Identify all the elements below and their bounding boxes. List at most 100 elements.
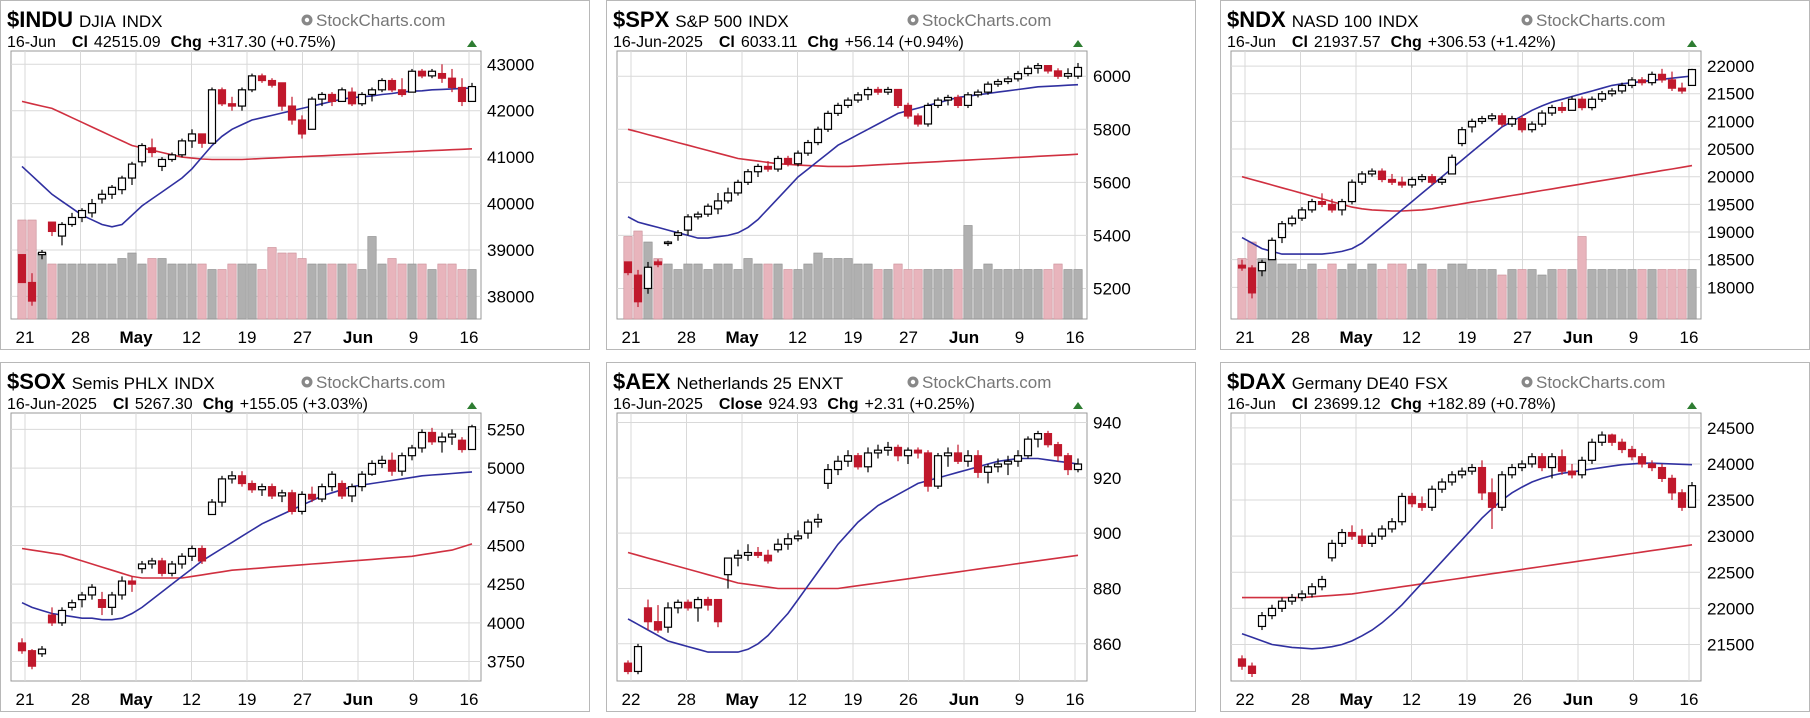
candle[interactable] [87, 198, 97, 218]
candle[interactable] [1307, 583, 1317, 598]
candle[interactable] [1557, 102, 1567, 114]
candle[interactable] [87, 584, 97, 600]
candle[interactable] [57, 222, 67, 246]
candle[interactable] [157, 157, 167, 172]
candle[interactable] [823, 110, 833, 132]
candle[interactable] [1507, 115, 1517, 127]
candle[interactable] [743, 544, 753, 561]
candle[interactable] [1387, 173, 1397, 185]
candle[interactable] [217, 87, 227, 107]
candle[interactable] [963, 92, 973, 109]
candle[interactable] [903, 102, 913, 119]
candle[interactable] [883, 86, 893, 95]
candle[interactable] [1667, 474, 1677, 501]
candle[interactable] [1527, 453, 1537, 468]
candle[interactable] [1507, 463, 1517, 479]
candle[interactable] [337, 480, 347, 500]
candle[interactable] [983, 464, 993, 484]
candle[interactable] [653, 259, 663, 268]
candle[interactable] [147, 557, 157, 569]
candle[interactable] [1657, 68, 1667, 83]
candle[interactable] [703, 203, 713, 217]
candle[interactable] [1617, 438, 1627, 454]
candle[interactable] [1357, 171, 1367, 185]
candle[interactable] [873, 444, 883, 459]
candle[interactable] [357, 92, 367, 107]
candle[interactable] [1527, 121, 1537, 133]
candle[interactable] [853, 92, 863, 103]
candle[interactable] [813, 513, 823, 528]
candle[interactable] [1257, 259, 1267, 277]
candle[interactable] [187, 129, 197, 148]
stockcharts-logo[interactable]: StockCharts.com [301, 373, 446, 392]
candle[interactable] [1597, 431, 1607, 446]
candle[interactable] [1347, 525, 1357, 540]
candle[interactable] [1547, 104, 1557, 116]
candle[interactable] [1267, 604, 1277, 620]
candle[interactable] [653, 605, 663, 633]
candle[interactable] [177, 138, 187, 158]
candle[interactable] [1003, 455, 1013, 476]
candle[interactable] [733, 549, 743, 567]
candle[interactable] [813, 126, 823, 146]
candle[interactable] [1667, 71, 1677, 91]
candle[interactable] [1247, 265, 1257, 299]
candle[interactable] [267, 78, 277, 88]
chart-panel-aex[interactable]: $AEX Netherlands 25 ENXT StockCharts.com 16-… [606, 362, 1196, 712]
candle[interactable] [277, 489, 287, 503]
candle[interactable] [287, 96, 297, 125]
candle[interactable] [783, 155, 793, 167]
candle[interactable] [753, 163, 763, 178]
candle[interactable] [37, 646, 47, 657]
candle[interactable] [317, 92, 327, 107]
candle[interactable] [347, 483, 357, 503]
candle[interactable] [1437, 176, 1447, 185]
candle[interactable] [237, 471, 247, 487]
candle[interactable] [1003, 76, 1013, 85]
candle[interactable] [1287, 215, 1297, 227]
candle[interactable] [1287, 593, 1297, 605]
candle[interactable] [1537, 453, 1547, 472]
candle[interactable] [1377, 525, 1387, 540]
candle[interactable] [793, 150, 803, 167]
candle[interactable] [107, 591, 117, 616]
candle[interactable] [1637, 453, 1647, 468]
candle[interactable] [1277, 597, 1287, 612]
candle[interactable] [227, 471, 237, 484]
stockcharts-logo[interactable]: StockCharts.com [907, 373, 1052, 392]
candle[interactable] [127, 576, 137, 592]
candle[interactable] [1497, 113, 1507, 127]
candle[interactable] [1367, 532, 1377, 547]
candle[interactable] [1577, 456, 1587, 479]
candle[interactable] [1487, 113, 1497, 122]
candle[interactable] [1417, 173, 1427, 183]
candle[interactable] [953, 444, 963, 465]
candle[interactable] [1053, 441, 1063, 462]
candle[interactable] [1457, 467, 1467, 479]
candle[interactable] [663, 602, 673, 633]
candle[interactable] [803, 519, 813, 539]
candle[interactable] [1377, 168, 1387, 183]
candle[interactable] [407, 444, 417, 461]
candle[interactable] [863, 86, 873, 101]
candle[interactable] [1647, 460, 1657, 472]
candle[interactable] [893, 444, 903, 462]
candle[interactable] [873, 86, 883, 95]
candle[interactable] [853, 452, 863, 470]
candle[interactable] [1567, 96, 1577, 111]
candle[interactable] [783, 533, 793, 550]
candle[interactable] [673, 230, 683, 241]
candle[interactable] [1387, 518, 1397, 533]
candle[interactable] [943, 447, 953, 467]
candle[interactable] [1477, 115, 1487, 125]
candle[interactable] [1043, 430, 1053, 448]
candle[interactable] [1467, 463, 1477, 475]
candle[interactable] [923, 450, 933, 492]
candle[interactable] [993, 78, 1003, 87]
candle[interactable] [933, 97, 943, 109]
candle[interactable] [1237, 655, 1247, 670]
candle[interactable] [1407, 176, 1417, 188]
candle[interactable] [287, 489, 297, 515]
candle[interactable] [733, 179, 743, 196]
candle[interactable] [1577, 96, 1587, 111]
